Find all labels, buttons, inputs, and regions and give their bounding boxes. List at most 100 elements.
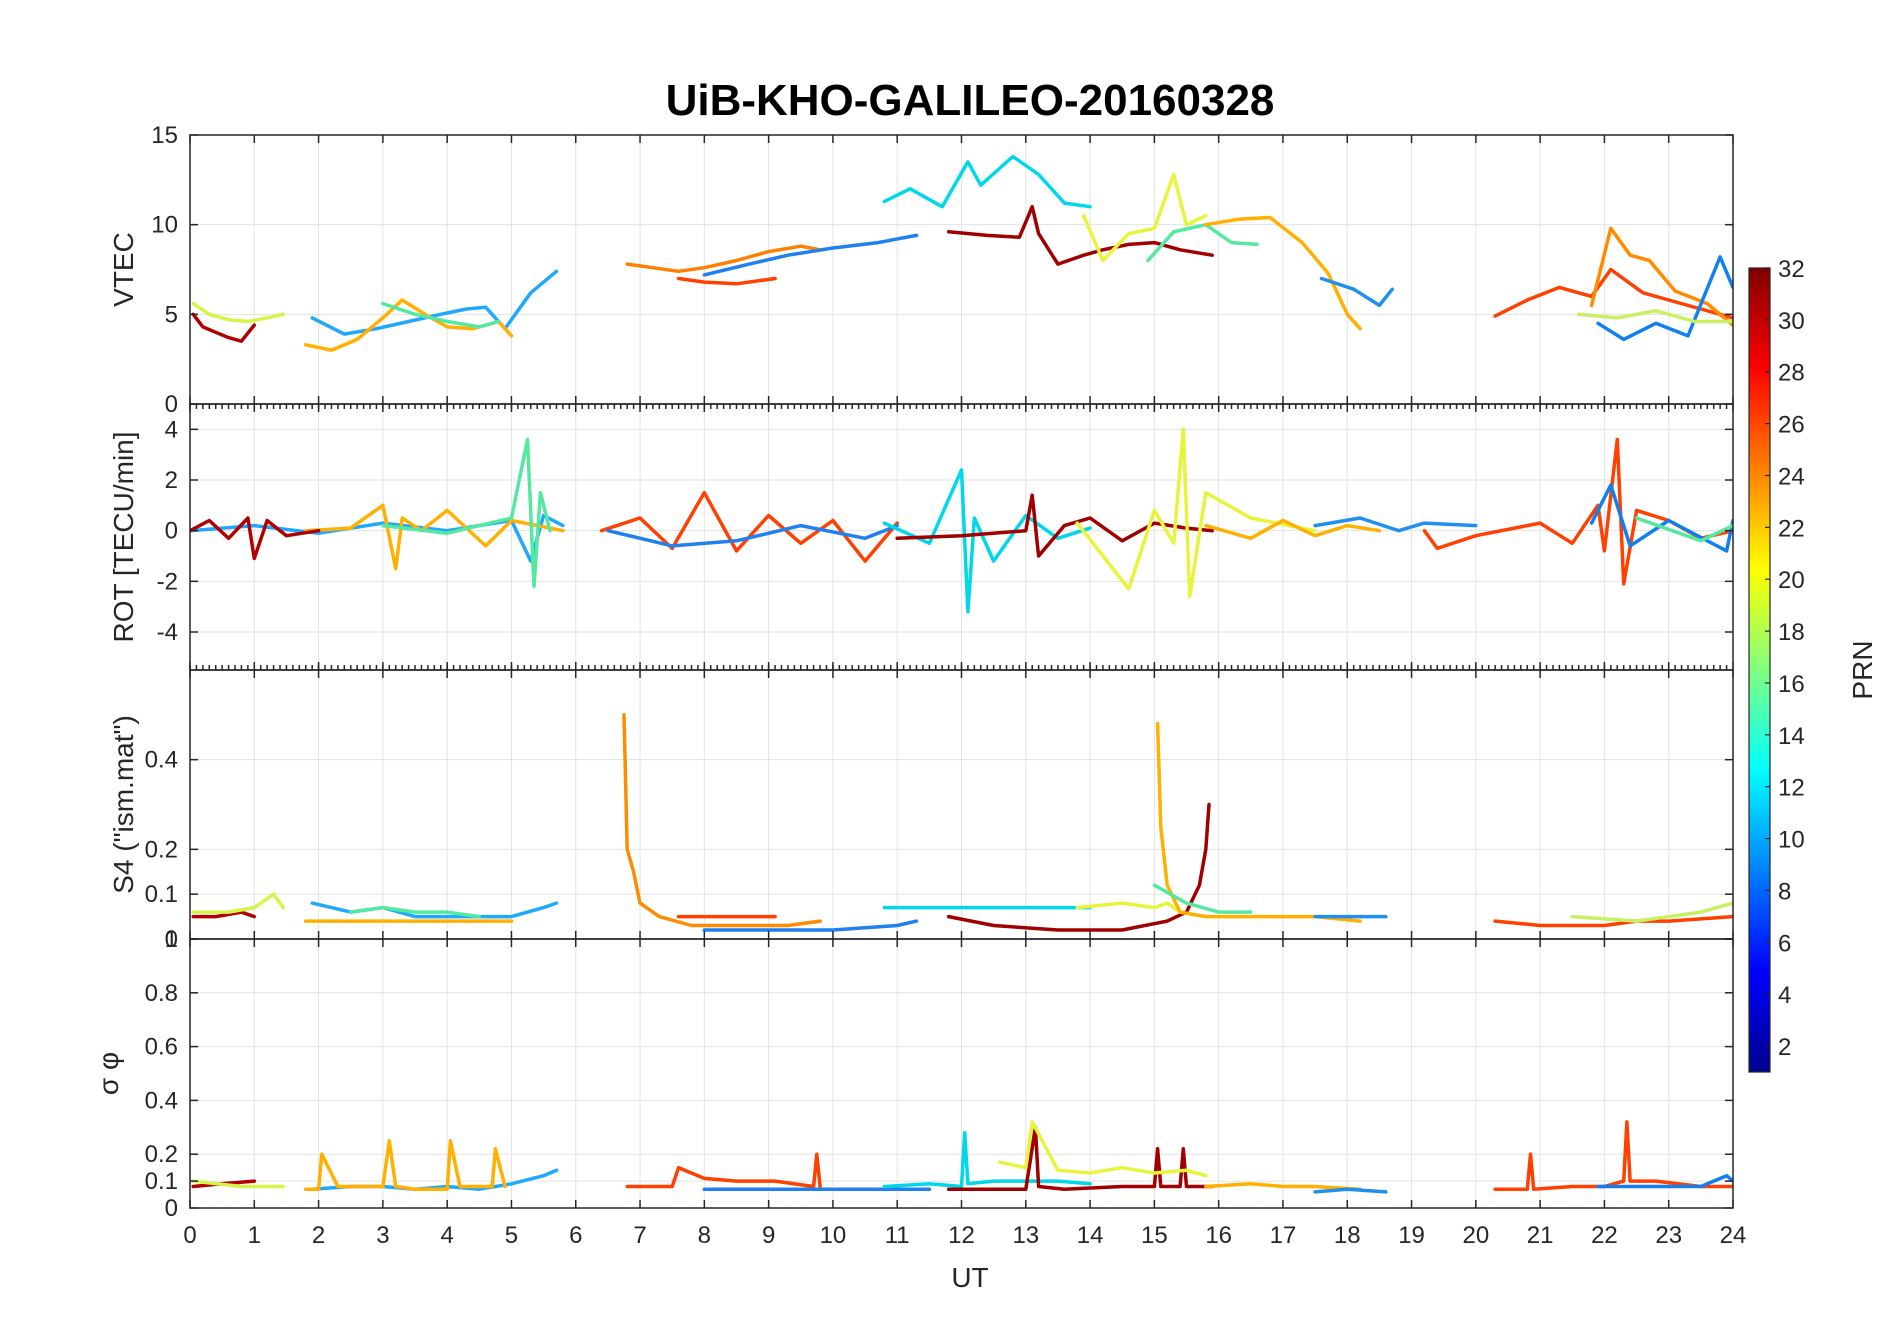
panel-series [191, 1120, 1733, 1194]
series-line [1589, 226, 1733, 327]
panel-sigma: 00.10.20.40.60.81σ φ [93, 926, 1734, 1222]
x-tick-label: 13 [1012, 1222, 1039, 1249]
series-line [303, 1139, 507, 1191]
colorbar-tick-label: 2 [1778, 1034, 1791, 1061]
series-line [702, 233, 919, 277]
series-line [303, 503, 565, 571]
series-line [946, 802, 1211, 932]
series-line [1596, 255, 1733, 342]
colorbar-tick-label: 16 [1778, 671, 1805, 698]
series-line [676, 276, 777, 286]
x-tick-label: 11 [885, 1222, 910, 1249]
y-tick-label: 0.2 [145, 1141, 178, 1168]
x-tick-label: 20 [1462, 1222, 1489, 1249]
colorbar-label: PRN [1847, 640, 1878, 699]
x-tick-label: 1 [248, 1222, 261, 1249]
y-tick-label: -2 [157, 568, 178, 595]
x-tick-label: 15 [1141, 1222, 1168, 1249]
chart-title: UiB-KHO-GALILEO-20160328 [666, 76, 1275, 125]
series-line [1155, 722, 1362, 923]
series-line [1589, 483, 1733, 553]
series-line [1313, 1187, 1388, 1194]
series-line [895, 493, 1214, 558]
series-line [1152, 883, 1253, 914]
x-tick-label: 3 [376, 1222, 389, 1249]
y-axis-label: S4 ("ism.mat") [108, 715, 139, 894]
y-tick-label: 4 [165, 416, 178, 443]
x-tick-label: 9 [762, 1222, 775, 1249]
x-tick-label: 0 [183, 1222, 196, 1249]
y-tick-label: 5 [165, 301, 178, 328]
series-line [702, 919, 919, 932]
series-line [381, 301, 501, 329]
series-line [1204, 1182, 1362, 1191]
series-line [1570, 901, 1733, 923]
series-line [625, 1152, 822, 1189]
x-tick-label: 18 [1334, 1222, 1361, 1249]
series-line [1634, 516, 1733, 543]
series-line [1493, 1120, 1733, 1191]
y-tick-label: 0.4 [145, 1087, 178, 1114]
y-tick-label: 0 [165, 926, 178, 953]
series-line [1493, 267, 1733, 320]
y-tick-label: 0 [165, 391, 178, 418]
panel-ticks [189, 938, 1734, 1209]
y-tick-label: 15 [151, 122, 178, 149]
y-tick-label: 0 [165, 1195, 178, 1222]
series-line [1204, 518, 1382, 541]
colorbar-tick-label: 6 [1778, 930, 1791, 957]
colorbar-tick-label: 20 [1778, 567, 1805, 594]
colorbar-tick-label: 12 [1778, 775, 1805, 802]
colorbar-tick-label: 28 [1778, 360, 1805, 387]
y-tick-label: 0.8 [145, 980, 178, 1007]
x-tick-label: 21 [1527, 1222, 1554, 1249]
y-tick-label: 0.2 [145, 836, 178, 863]
y-tick-label: 0.4 [145, 747, 178, 774]
series-line [1313, 516, 1478, 533]
series-line [882, 468, 1092, 614]
x-tick-label: 22 [1591, 1222, 1618, 1249]
x-tick-label: 24 [1720, 1222, 1747, 1249]
series-line [1204, 215, 1362, 331]
x-axis-label: UT [951, 1262, 988, 1293]
y-axis-label: σ φ [93, 1052, 124, 1095]
y-tick-label: 0.1 [145, 1168, 178, 1195]
x-tick-label: 14 [1077, 1222, 1104, 1249]
x-tick-label: 10 [820, 1222, 847, 1249]
y-axis-label: ROT [TECU/min] [108, 431, 139, 642]
series-line [191, 1179, 285, 1189]
x-tick-label: 5 [505, 1222, 518, 1249]
panel-ticks [189, 670, 1734, 940]
series-line [190, 516, 321, 561]
panel-series [191, 713, 1733, 932]
y-tick-label: 0 [165, 518, 178, 545]
series-line [191, 892, 285, 914]
series-line [606, 523, 899, 548]
series-line [1319, 276, 1395, 308]
x-tick-label: 2 [312, 1222, 325, 1249]
panel-series [190, 427, 1733, 614]
series-line [191, 301, 285, 324]
y-tick-label: 10 [151, 212, 178, 239]
panel-rot: -4 -2 0 2 4 ROT [TECU/min] [108, 403, 1734, 671]
series-line [1596, 1173, 1733, 1189]
series-line [946, 1125, 1214, 1191]
panel-ticks [189, 404, 1734, 670]
colorbar-tick-label: 8 [1778, 878, 1791, 905]
series-line [882, 1130, 1092, 1189]
series-line [1576, 308, 1733, 324]
x-tick-label: 6 [569, 1222, 582, 1249]
series-line [1081, 172, 1208, 263]
y-tick-label: 0.1 [145, 881, 178, 908]
colorbar-tick-label: 30 [1778, 308, 1805, 335]
x-tick-label: 19 [1398, 1222, 1425, 1249]
colorbar-scale [1748, 267, 1771, 1073]
x-tick-label: 16 [1205, 1222, 1232, 1249]
x-tick-label: 8 [698, 1222, 711, 1249]
x-tick-label: 23 [1655, 1222, 1682, 1249]
series-line [191, 312, 257, 343]
colorbar-tick-label: 18 [1778, 619, 1805, 646]
